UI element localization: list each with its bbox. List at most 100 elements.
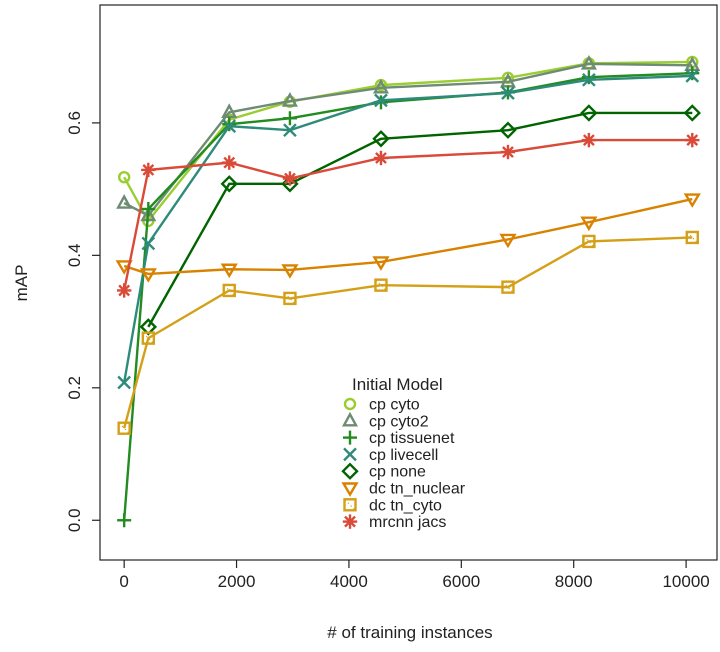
triangle-down-shape [683, 193, 701, 208]
triangle-marker [221, 103, 238, 118]
legend-item: cp cyto [343, 397, 420, 414]
square-shape [222, 283, 236, 298]
diamond-marker [683, 104, 701, 122]
plus-marker [343, 430, 357, 445]
cross-b [141, 236, 156, 251]
legend-label: mrcnn jacs [369, 514, 446, 531]
triangle-shape [116, 194, 133, 209]
legend-item: cp none [341, 462, 426, 481]
legend-item: dc tn_nuclear [341, 481, 466, 498]
legend-label: cp livecell [369, 447, 438, 464]
triangle-down-shape [372, 256, 390, 271]
cross-b [117, 375, 132, 390]
diamond-shape [580, 104, 598, 122]
series-cp-none [139, 104, 701, 336]
asterisk-marker [342, 514, 358, 529]
triangle-marker [116, 194, 133, 209]
diamond-marker [220, 175, 238, 193]
square-shape [501, 280, 515, 294]
circle-shape [343, 397, 357, 411]
cross-b [685, 69, 700, 83]
triangle-shape [341, 411, 359, 427]
asterisk-marker [685, 132, 700, 148]
plus-marker [581, 70, 596, 85]
plot-frame [99, 4, 718, 561]
legend-title: Initial Model [352, 375, 443, 394]
series-line [122, 138, 693, 291]
square-cross-marker [501, 280, 515, 294]
triangle-down-marker [281, 264, 299, 279]
asterisk-stroke [344, 515, 356, 528]
diamond-shape [341, 462, 359, 480]
asterisk-marker [500, 144, 516, 160]
series-line [122, 72, 693, 521]
diamond-marker [139, 318, 158, 336]
cross-b [582, 72, 596, 87]
diamond-marker [372, 130, 390, 148]
cross-b [283, 123, 297, 138]
triangle-marker [580, 54, 597, 70]
series-line [122, 74, 693, 383]
plus-marker [282, 111, 297, 126]
x-tick-label: 0 [119, 572, 128, 591]
triangle-down-marker [139, 268, 157, 283]
triangle-shape [281, 92, 298, 107]
square-shape [582, 234, 596, 249]
legend-label: dc tn_nuclear [369, 481, 466, 498]
square-cross-marker [283, 291, 297, 306]
asterisk-stroke [686, 134, 699, 146]
legend-item: cp tissuenet [343, 430, 455, 447]
square-cross-marker [222, 283, 236, 298]
triangle-down-shape [220, 263, 238, 279]
plus-marker [117, 513, 132, 528]
asterisk-marker [373, 150, 389, 166]
legend-item: cp livecell [343, 447, 438, 464]
square-shape [283, 291, 297, 306]
circle-shape [117, 170, 131, 184]
cross-b [222, 119, 237, 134]
series-line [147, 111, 693, 328]
cross-marker [141, 236, 156, 251]
diamond-shape [499, 121, 517, 139]
square-inner [344, 499, 356, 511]
triangle-down-marker [499, 233, 517, 249]
cross-marker [343, 447, 357, 462]
triangle-down-marker [683, 193, 701, 208]
circle-marker [117, 170, 131, 184]
plus-marker [685, 66, 700, 81]
series-line [123, 62, 693, 218]
cross-b [501, 86, 515, 100]
series-cp-livecell [117, 69, 700, 390]
x-axis-label: # of training instances [327, 623, 492, 642]
asterisk-marker [141, 162, 156, 178]
cross-marker [117, 375, 132, 390]
square-cross-marker [582, 234, 596, 249]
triangle-marker [372, 78, 389, 94]
series-line [123, 197, 693, 276]
asterisk-stroke [582, 134, 595, 146]
diamond-marker [281, 175, 299, 193]
square-shape [685, 230, 699, 245]
legend-item: dc tn_cyto [343, 497, 442, 514]
asterisk-marker [282, 171, 298, 186]
legend-label: cp none [369, 464, 426, 481]
asterisk-marker [116, 283, 132, 298]
cross-b [374, 93, 388, 108]
series-dc-tn-cyto [117, 230, 699, 435]
square-cross-marker [343, 498, 357, 512]
diamond-shape [683, 104, 701, 122]
series-mrcnn-jacs [116, 132, 700, 298]
square-shape [343, 498, 357, 512]
y-axis-label: mAP [12, 265, 31, 302]
series-cp-tissuenet [117, 66, 700, 528]
asterisk-stroke [142, 164, 155, 176]
triangle-shape [221, 103, 238, 118]
square-cross-marker [117, 421, 131, 435]
square-cross-marker [374, 278, 388, 292]
diamond-marker [580, 104, 598, 122]
asterisk-stroke [223, 156, 236, 169]
cross-marker [582, 72, 596, 87]
cross-b [343, 447, 357, 462]
